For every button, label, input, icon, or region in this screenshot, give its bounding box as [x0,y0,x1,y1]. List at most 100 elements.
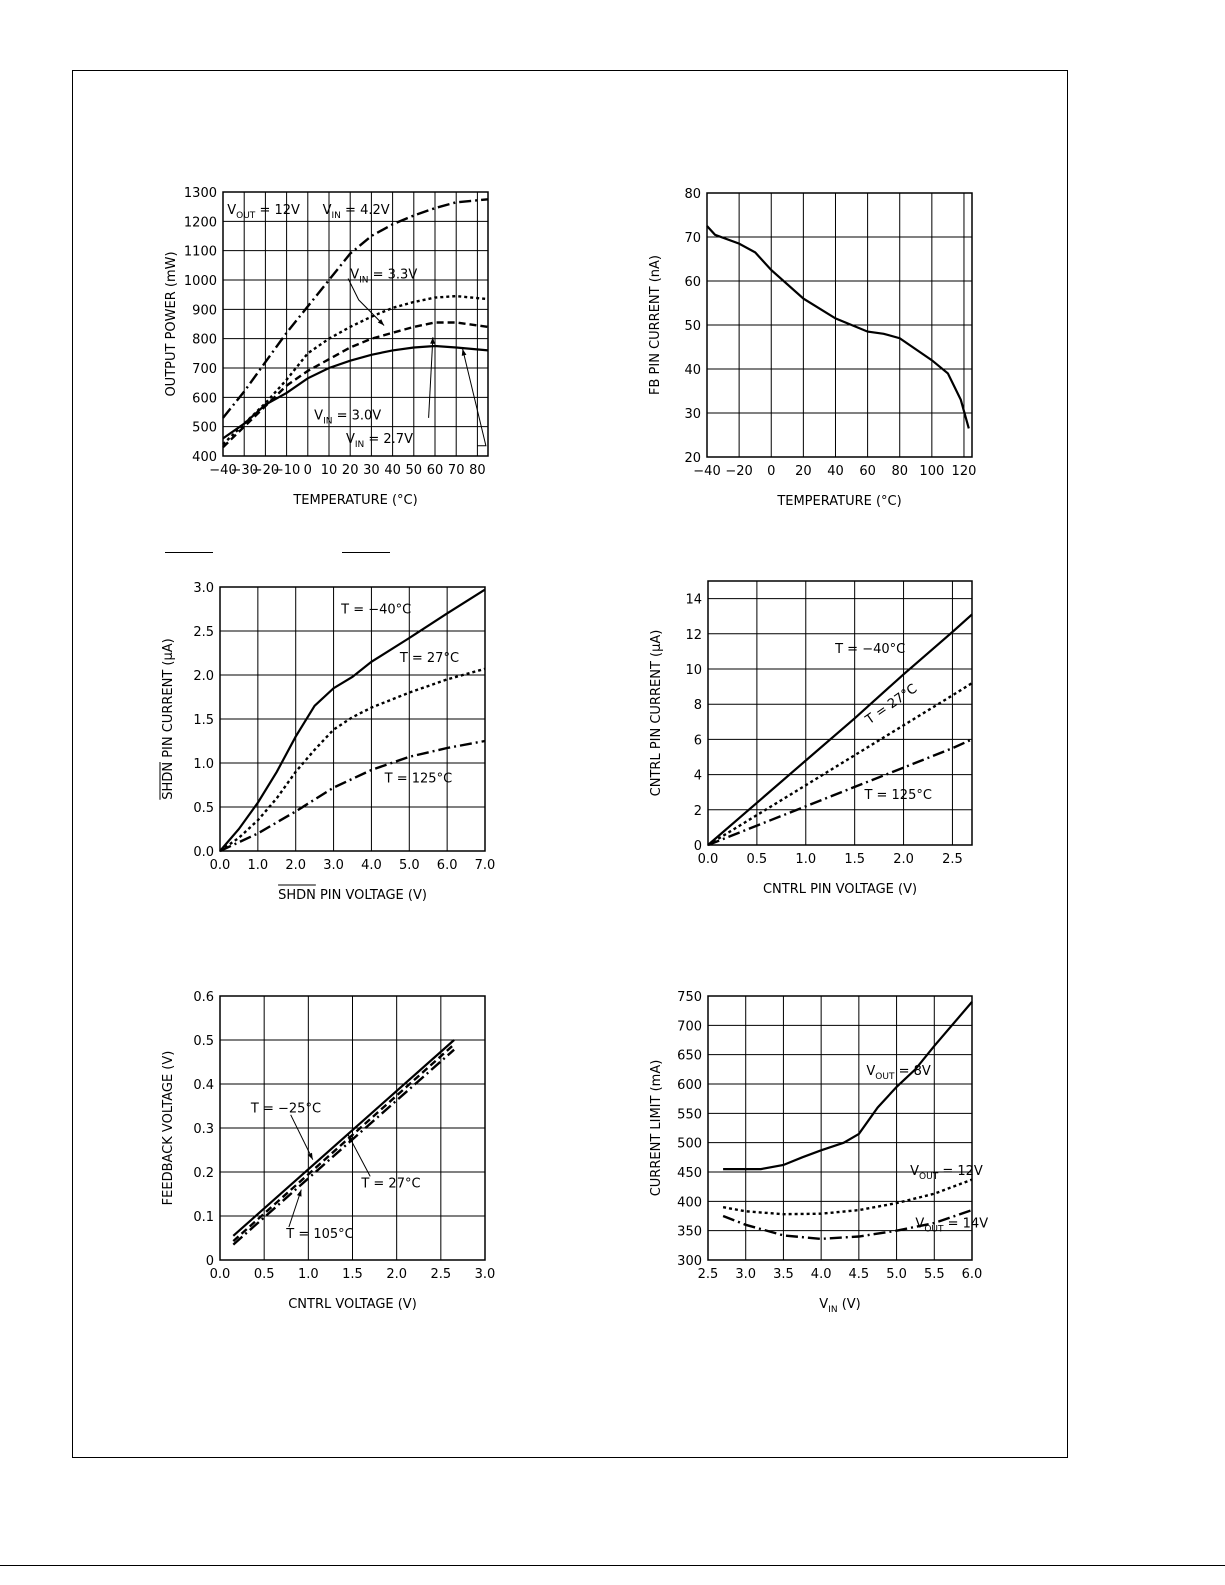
x-tick-label: 40 [384,463,401,478]
annotation-label-main: T = 125°C [384,771,453,786]
series-line-1 [232,1039,455,1237]
plot-frame [222,191,489,457]
series-line-3 [222,321,489,449]
annotation-label-main: V [227,203,236,218]
x-tick-label: 0 [767,464,775,479]
annotation-label: VIN = 3.0V [314,408,381,426]
x-tick-label: 3.0 [735,1267,756,1282]
series-line-2 [222,294,489,446]
y-axis-label: CNTRL PIN CURRENT (µA) [649,630,664,797]
x-tick-label: 20 [342,463,359,478]
y-tick-label: 550 [677,1107,702,1122]
series-line-1 [706,225,970,429]
x-tick-label: 5.0 [886,1267,907,1282]
series-line-1 [219,588,486,852]
x-tick-label: 2.0 [386,1267,407,1282]
chart-fb-pin-current-vs-temperature: −40 −20 0 20 40 60 80 100 120 20 30 40 50 60 70 80 TEMPE… [648,187,976,509]
annotation-label: VOUT = 8V [866,1064,931,1082]
y-tick-label: 3.0 [193,581,214,596]
annotation-label: T = 27°C [399,651,459,666]
series-line-1 [707,613,973,846]
y-tick-label: 800 [192,333,217,348]
annotation-label-main: T = 125°C [863,788,932,803]
y-tick-label: 1200 [184,215,217,230]
y-axis-label: FB PIN CURRENT (nA) [648,255,663,395]
annotation-arrowhead [348,1134,354,1142]
x-tick-label: 0.5 [747,852,768,867]
x-axis-label-sub: IN [828,1305,837,1315]
x-tick-label: 50 [406,463,423,478]
y-tick-label: 450 [677,1166,702,1181]
y-tick-label: 2.0 [193,669,214,684]
annotation-label: VIN = 4.2V [323,203,390,221]
y-tick-label: 2 [694,804,702,819]
annotation-label-sub: OUT [236,211,256,221]
annotation-label-sub: IN [359,276,368,286]
x-axis-label-rest: (V) [838,1297,861,1312]
x-tick-label: 10 [321,463,338,478]
series-line-4 [222,344,489,440]
y-axis-label: OUTPUT POWER (mW) [164,251,179,396]
x-tick-label: 1.0 [248,858,269,873]
chart-shdn-pin-current-vs-voltage: 0.0 1.0 2.0 3.0 4.0 5.0 6.0 7.0 0.0 0.5 1.0 1.5 2.0 2… [159,581,495,903]
y-tick-label: 80 [684,187,701,202]
x-tick-label: −30 [230,463,257,478]
y-tick-label: 1.5 [193,713,214,728]
annotation-label-main: T = 27°C [399,651,459,666]
x-tick-label: 3.0 [323,858,344,873]
annotation-label-main: V [915,1217,924,1232]
annotation-label: T = 125°C [384,771,453,786]
x-tick-label: 3.5 [773,1267,794,1282]
x-tick-label: 2.0 [285,858,306,873]
plot-frame [219,995,486,1261]
x-tick-label: −20 [252,463,279,478]
x-axis-label: CNTRL PIN VOLTAGE (V) [763,882,917,897]
x-tick-label: −40 [693,464,720,479]
x-tick-label: 1.0 [795,852,816,867]
x-tick-label: 4.0 [361,858,382,873]
footer-rule [0,1565,1225,1566]
x-tick-label: 2.0 [893,852,914,867]
series-line-1 [723,1001,973,1171]
y-tick-label: 500 [192,421,217,436]
y-tick-label: 0.1 [193,1210,214,1225]
annotation-arrowhead [430,337,435,344]
annotation-label-main: V [350,268,359,283]
y-tick-label: 0.5 [193,801,214,816]
x-tick-label: 0.0 [698,852,719,867]
x-tick-label: 30 [363,463,380,478]
x-tick-label: 3.0 [475,1267,496,1282]
chart-cntrl-pin-current-vs-voltage: 0.0 0.5 1.0 1.5 2.0 2.5 0 2 4 6 8 10 12 14 T = −40°C T … [649,580,973,897]
y-tick-label: 350 [677,1225,702,1240]
y-tick-label: 1300 [184,186,217,201]
annotation-label-sub: IN [323,416,332,426]
annotation-label-rest: = 12V [255,203,300,218]
x-tick-label: 60 [859,464,876,479]
x-tick-label: 0 [304,463,312,478]
x-tick-label: 40 [827,464,844,479]
y-tick-label: 750 [677,990,702,1005]
y-axis-label: FEEDBACK VOLTAGE (V) [161,1051,176,1206]
x-tick-label: 2.5 [942,852,963,867]
annotation-label-sub: OUT [875,1072,895,1082]
y-tick-label: 400 [677,1195,702,1210]
series-line-3 [219,739,486,853]
annotation-label: T = 105°C [285,1227,354,1242]
annotation-label-rest: = 12V [938,1164,983,1179]
annotation-label-sub: IN [355,440,364,450]
x-tick-label: 5.5 [924,1267,945,1282]
y-tick-label: 0.3 [193,1122,214,1137]
plot-frame [707,580,973,846]
annotation-label-rest: = 2.7V [364,432,413,447]
annotation-label: VIN = 3.3V [350,268,417,286]
annotation-label: T = −25°C [250,1102,321,1117]
annotation-label: T = −40°C [340,602,411,617]
series-line-3 [707,738,973,847]
annotation-label-main: T = 105°C [285,1227,354,1242]
y-tick-label: 1.0 [193,757,214,772]
plot-frame [707,995,973,1261]
y-tick-label: 8 [694,698,702,713]
annotation-label: VOUT = 12V [910,1164,983,1182]
annotation-label-rest: = 8V [894,1064,930,1079]
series-line-2 [232,1043,455,1242]
